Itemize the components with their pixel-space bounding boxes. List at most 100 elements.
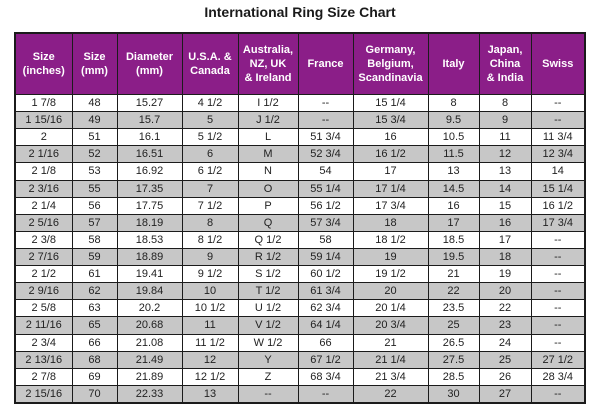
table-cell: 49 — [71, 111, 118, 130]
table-cell: 14 — [478, 179, 532, 198]
table-cell: 15 1/4 — [352, 93, 429, 113]
table-cell: 17 1/4 — [352, 179, 429, 198]
table-cell: 20.2 — [116, 299, 183, 318]
table-row: 2 15/16 70 22.33 13 -- -- 22 30 27 -- — [14, 384, 586, 404]
table-row: 2 3/8 58 18.53 8 1/2 Q 1/2 58 18 1/2 18.5 17 -- — [14, 230, 586, 249]
table-cell: 18.89 — [116, 247, 183, 267]
table-cell: 22 — [427, 282, 480, 301]
table-row: 2 1/4 56 17.75 7 1/2 P 56 1/2 17 3/4 16 15 16 1/2 — [14, 196, 586, 215]
table-cell: 7 — [181, 179, 239, 198]
table-cell: 13 — [181, 384, 239, 404]
table-cell: 16 — [478, 213, 532, 232]
table-cell: -- — [530, 282, 586, 301]
table-cell: 2 9/16 — [14, 282, 73, 301]
table-cell: 2 — [14, 128, 73, 147]
table-cell: 8 1/2 — [181, 230, 239, 249]
column-header-4: Australia, NZ, UK & Ireland — [237, 32, 299, 95]
table-cell: 16.92 — [116, 162, 183, 181]
table-cell: S 1/2 — [237, 265, 299, 284]
table-cell: 15 3/4 — [352, 111, 429, 130]
table-cell: 56 1/2 — [297, 196, 354, 215]
table-cell: Q — [237, 213, 299, 232]
table-cell: 15.27 — [116, 93, 183, 113]
table-cell: 17 3/4 — [352, 196, 429, 215]
table-row: 2 1/8 53 16.92 6 1/2 N 54 17 13 13 14 — [14, 162, 586, 181]
table-cell: 9 — [478, 111, 532, 130]
table-row: 2 11/16 65 20.68 11 V 1/2 64 1/4 20 3/4 25 23 -- — [14, 316, 586, 335]
table-cell: 16.1 — [116, 128, 183, 147]
table-cell: 18.5 — [427, 230, 480, 249]
table-cell: 63 — [71, 299, 118, 318]
table-row: 2 5/8 63 20.2 10 1/2 U 1/2 62 3/4 20 1/4 23.5 22… — [14, 299, 586, 318]
table-cell: 70 — [71, 384, 118, 404]
table-cell: 66 — [297, 333, 354, 352]
table-cell: -- — [297, 384, 354, 404]
table-cell: 2 1/8 — [14, 162, 73, 181]
table-cell: N — [237, 162, 299, 181]
table-cell: 21 3/4 — [352, 367, 429, 386]
table-cell: 11 — [478, 128, 532, 147]
table-cell: -- — [530, 111, 586, 130]
table-cell: 21 1/4 — [352, 350, 429, 369]
table-cell: T 1/2 — [237, 282, 299, 301]
table-cell: 6 1/2 — [181, 162, 239, 181]
table-cell: 48 — [71, 93, 118, 113]
table-cell: 58 — [297, 230, 354, 249]
column-header-1: Size (mm) — [71, 32, 118, 95]
table-cell: -- — [530, 299, 586, 318]
table-cell: 19.41 — [116, 265, 183, 284]
table-row: 1 7/8 48 15.27 4 1/2 I 1/2 -- 15 1/4 8 8 -- — [14, 93, 586, 113]
table-cell: 20 — [478, 282, 532, 301]
table-cell: 19 — [478, 265, 532, 284]
table-cell: 12 1/2 — [181, 367, 239, 386]
table-cell: 20 1/4 — [352, 299, 429, 318]
table-cell: 27.5 — [427, 350, 480, 369]
table-cell: 28 3/4 — [530, 367, 586, 386]
table-cell: 12 3/4 — [530, 145, 586, 164]
table-cell: 11.5 — [427, 145, 480, 164]
table-cell: 2 5/16 — [14, 213, 73, 232]
table-cell: 59 1/4 — [297, 247, 354, 267]
table-cell: 25 — [478, 350, 532, 369]
column-header-9: Swiss — [530, 32, 586, 95]
table-cell: 22 — [352, 384, 429, 404]
table-cell: 7 1/2 — [181, 196, 239, 215]
table-cell: -- — [530, 93, 586, 113]
table-cell: 12 — [478, 145, 532, 164]
table-cell: R 1/2 — [237, 247, 299, 267]
table-cell: 17.75 — [116, 196, 183, 215]
table-cell: 16 1/2 — [530, 196, 586, 215]
table-cell: 8 — [478, 93, 532, 113]
table-body: 1 7/8 48 15.27 4 1/2 I 1/2 -- 15 1/4 8 8 -- 1 15/1… — [14, 93, 586, 404]
table-cell: 64 1/4 — [297, 316, 354, 335]
table-cell: 4 1/2 — [181, 93, 239, 113]
table-cell: 54 — [297, 162, 354, 181]
table-cell: 9 1/2 — [181, 265, 239, 284]
table-cell: 2 1/2 — [14, 265, 73, 284]
table-cell: L — [237, 128, 299, 147]
table-cell: 52 3/4 — [297, 145, 354, 164]
table-cell: Q 1/2 — [237, 230, 299, 249]
table-cell: 21 — [352, 333, 429, 352]
table-cell: 19 — [352, 247, 429, 267]
table-cell: -- — [530, 265, 586, 284]
table-cell: 21.49 — [116, 350, 183, 369]
table-cell: 18.53 — [116, 230, 183, 249]
table-cell: 20 3/4 — [352, 316, 429, 335]
table-cell: 68 3/4 — [297, 367, 354, 386]
table-row: 2 1/2 61 19.41 9 1/2 S 1/2 60 1/2 19 1/2 21 19 -- — [14, 265, 586, 284]
table-cell: Z — [237, 367, 299, 386]
page-title: International Ring Size Chart — [204, 4, 396, 20]
table-cell: 2 5/8 — [14, 299, 73, 318]
table-cell: 6 — [181, 145, 239, 164]
table-cell: -- — [297, 93, 354, 113]
table-cell: 65 — [71, 316, 118, 335]
column-header-7: Italy — [427, 32, 480, 95]
table-cell: 27 1/2 — [530, 350, 586, 369]
table-cell: 26 — [478, 367, 532, 386]
table-cell: 10 — [181, 282, 239, 301]
table-cell: 22 — [478, 299, 532, 318]
column-header-3: U.S.A. & Canada — [181, 32, 239, 95]
table-cell: 14.5 — [427, 179, 480, 198]
table-row: 2 7/8 69 21.89 12 1/2 Z 68 3/4 21 3/4 28.5 26 28 … — [14, 367, 586, 386]
